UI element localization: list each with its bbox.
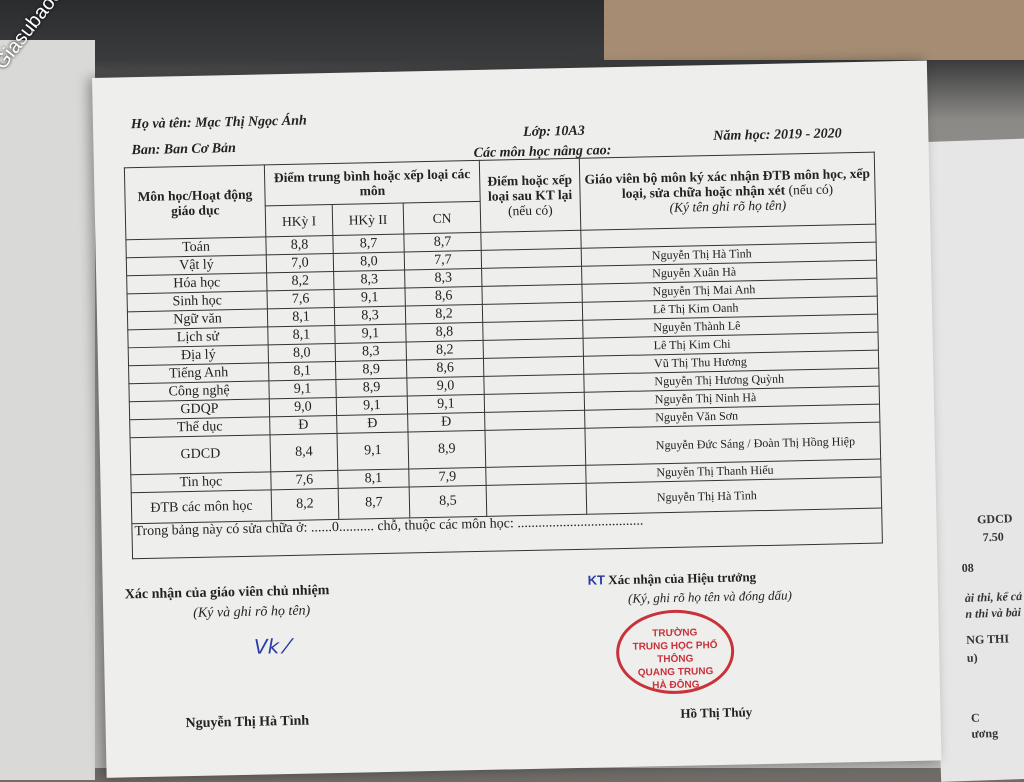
cell-hk1: Đ (269, 415, 337, 435)
cell-hk2: 8,3 (333, 269, 405, 290)
wood-surface (604, 0, 1024, 60)
cell-hk1: 7,0 (266, 253, 334, 273)
cell-hk2: 9,1 (336, 431, 409, 471)
cell-retest (483, 356, 584, 377)
cell-cn: 9,1 (407, 394, 485, 414)
cell-retest (482, 302, 583, 323)
cell-hk1: 8,2 (266, 271, 334, 291)
cell-cn: 7,9 (408, 467, 487, 487)
col-average: Điểm trung bình hoặc xếp loại các môn (264, 160, 481, 206)
side-text: n thi và bài (965, 605, 1022, 621)
col-subject: Môn học/Hoạt động giáo dục (124, 164, 266, 240)
col-hk2: HKỳ II (332, 203, 404, 236)
class: Lớp: 10A3 (523, 123, 585, 140)
col-cn: CN (403, 201, 481, 235)
side-text: 08 (961, 560, 974, 576)
cell-retest (484, 428, 586, 468)
cell-hk1: 8,4 (270, 433, 338, 472)
cell-retest (481, 266, 582, 287)
cell-hk2: 8,3 (335, 341, 407, 362)
school-stamp: TRƯỜNG TRUNG HỌC PHỔ THÔNG QUANG TRUNG HÀ Đ… (615, 608, 736, 696)
col-hk1: HKỳ I (265, 204, 333, 237)
side-text: C (970, 710, 980, 725)
cell-hk2: Đ (336, 413, 408, 434)
principal-title: KT Xác nhận của Hiệu trưởng (587, 569, 757, 588)
homeroom-signature: Vk ⁄ (253, 634, 290, 659)
report-card-page: Họ và tên: Mạc Thị Ngọc Ánh Ban: Ban Cơ … (92, 60, 942, 778)
student-name: Họ và tên: Mạc Thị Ngọc Ánh (130, 113, 307, 133)
col-teacher: Giáo viên bộ môn ký xác nhận ĐTB môn học… (579, 152, 876, 231)
cell-retest (482, 320, 584, 341)
cell-hk2: 8,0 (333, 251, 405, 272)
cell-cn: Đ (407, 412, 485, 432)
cell-hk1: 8,8 (265, 235, 334, 255)
cell-cn: 8,8 (405, 322, 484, 342)
homeroom-note: (Ký và ghi rõ họ tên) (193, 603, 311, 621)
cell-hk2: 8,7 (338, 486, 410, 520)
principal-note: (Ký, ghi rõ họ tên và đóng dấu) (627, 587, 793, 606)
cell-subject: GDCD (130, 434, 271, 475)
cell-teacher: Nguyễn Đức Sáng / Đoàn Thị Hồng Hiệp (584, 422, 881, 466)
cell-retest (480, 230, 582, 251)
principal-name: Hồ Thị Thúy (680, 704, 753, 721)
cell-retest (483, 338, 584, 359)
cell-hk2: 9,1 (333, 287, 406, 308)
cell-cn: 8,2 (406, 340, 484, 360)
side-text: ương (971, 725, 999, 741)
cell-hk1: 8,0 (268, 343, 336, 363)
cell-hk1: 8,2 (271, 488, 339, 521)
cell-cn: 7,7 (404, 250, 482, 270)
side-text: 7.50 (982, 529, 1004, 545)
cell-hk2: 8,3 (334, 305, 406, 326)
col-retest: Điểm hoặc xếp loại sau KT lại (nếu có) (479, 158, 581, 233)
cell-hk2: 8,7 (332, 234, 405, 254)
cell-cn: 8,7 (403, 232, 482, 252)
cell-retest (481, 248, 582, 269)
cell-retest (483, 374, 585, 395)
cell-cn: 8,5 (409, 485, 487, 518)
cell-hk1: 7,6 (270, 470, 339, 490)
cell-hk2: 8,9 (335, 377, 408, 398)
cell-cn: 8,9 (407, 430, 486, 469)
cell-cn: 8,6 (406, 358, 484, 378)
side-text: ài thi, kể cả (964, 588, 1023, 605)
cell-hk2: 9,1 (334, 323, 407, 344)
cell-cn: 8,2 (405, 304, 483, 324)
cell-hk2: 8,1 (337, 468, 410, 489)
homeroom-name: Nguyễn Thị Hà Tình (185, 713, 310, 732)
cell-hk1: 8,1 (267, 307, 335, 327)
school-year: Năm học: 2019 - 2020 (713, 126, 842, 144)
left-page (0, 40, 95, 780)
cell-hk2: 8,9 (335, 359, 407, 380)
side-text: GDCD (976, 511, 1013, 527)
cell-cn: 8,3 (404, 268, 482, 288)
cell-cn: 8,6 (404, 286, 483, 306)
side-text: u) (966, 650, 978, 665)
cell-subject: ĐTB các môn học (131, 489, 272, 524)
cell-hk2: 9,1 (336, 395, 408, 416)
cell-hk1: 9,0 (269, 397, 337, 417)
cell-cn: 9,0 (406, 376, 485, 396)
cell-hk1: 9,1 (268, 379, 337, 399)
cell-retest (486, 483, 587, 517)
cell-retest (481, 284, 583, 305)
cell-retest (485, 465, 587, 486)
cell-hk1: 8,1 (268, 361, 336, 381)
cell-retest (484, 410, 585, 431)
cell-hk1: 7,6 (266, 289, 335, 309)
cell-hk1: 8,1 (267, 325, 336, 345)
side-text: NG THI (966, 631, 1010, 647)
cell-retest (484, 392, 585, 413)
homeroom-title: Xác nhận của giáo viên chủ nhiệm (124, 583, 330, 603)
grades-table: Môn học/Hoạt động giáo dục Điểm trung bì… (124, 152, 883, 560)
program: Ban: Ban Cơ Bản (131, 141, 237, 159)
